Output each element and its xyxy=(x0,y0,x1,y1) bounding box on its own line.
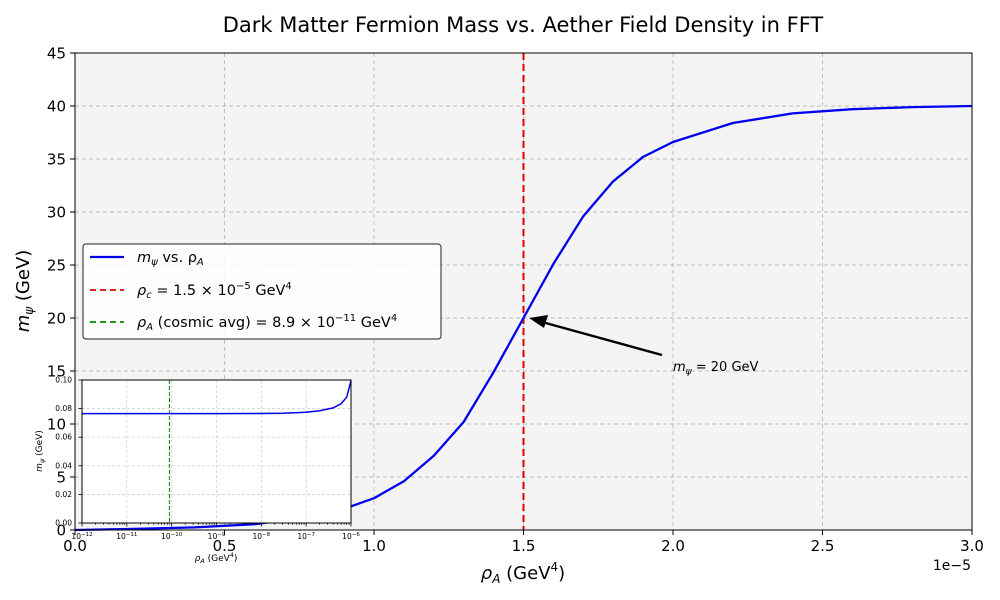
inset-y-tick-label: 0.00 xyxy=(55,519,72,528)
inset-series-group xyxy=(82,380,352,415)
legend-entry-critical-density: ρc = 1.5 × 10−5 GeV4 xyxy=(137,281,292,301)
main-y-tick-label: 15 xyxy=(47,363,66,381)
legend: mψ vs. ρA ρc = 1.5 × 10−5 GeV4 ρA (cosmi… xyxy=(82,243,442,340)
main-y-tick-label: 20 xyxy=(47,310,66,328)
main-y-tick-label: 5 xyxy=(56,469,66,487)
main-x-tick-label: 2.0 xyxy=(661,537,685,555)
main-y-tick-label: 30 xyxy=(47,204,66,222)
main-x-tick-label: 0.0 xyxy=(63,537,87,555)
main-x-ticks: 0.0 0.5 1.0 1.5 2.0 2.5 3.0 xyxy=(63,530,984,555)
inset-grid xyxy=(82,380,351,523)
main-x-tick-label: 2.5 xyxy=(811,537,835,555)
inset-x-tick-label: 10−12 xyxy=(71,532,92,541)
main-y-tick-label: 10 xyxy=(47,416,66,434)
inset-y-tick-label: 0.02 xyxy=(55,490,72,499)
chart-title: Dark Matter Fermion Mass vs. Aether Fiel… xyxy=(223,13,824,37)
main-y-tick-label: 0 xyxy=(56,522,66,540)
inset-x-tick-label: 10−8 xyxy=(253,532,271,541)
inset-y-tick-label: 0.06 xyxy=(55,433,72,442)
inset-x-tick-label: 10−7 xyxy=(297,532,315,541)
main-x-tick-label: 0.5 xyxy=(213,537,237,555)
inset-x-tick-label: 10−10 xyxy=(161,532,183,541)
inset-x-tick-label: 10−11 xyxy=(116,532,137,541)
legend-entry-main-series: mψ vs. ρA xyxy=(137,250,204,268)
annotation-label: mψ = 20 GeV xyxy=(673,360,759,377)
inset-chart: 10−12 10−11 10−10 10−9 10−8 10−7 10−6 0.00 0.02… xyxy=(35,376,360,566)
y-axis-label: mψ (GeV) xyxy=(13,250,36,333)
main-y-tick-label: 40 xyxy=(47,98,66,116)
inset-y-ticks: 0.00 0.02 0.04 0.06 0.08 0.10 xyxy=(55,376,82,528)
main-x-tick-label: 1.5 xyxy=(512,537,536,555)
main-y-tick-label: 25 xyxy=(47,257,66,275)
inset-x-tick-label: 10−9 xyxy=(208,532,226,541)
inset-y-tick-label: 0.04 xyxy=(55,461,72,470)
inset-x-axis-label: ρA (GeV4) xyxy=(195,551,238,565)
inset-y-tick-label: 0.10 xyxy=(55,376,72,385)
main-x-tick-label: 1.0 xyxy=(362,537,386,555)
legend-box xyxy=(82,243,442,340)
inset-y-axis-label: mψ (GeV) xyxy=(35,430,46,472)
inset-x-tick-label: 10−6 xyxy=(342,532,360,541)
legend-entry-cosmic-avg: ρA (cosmic avg) = 8.9 × 10−11 GeV4 xyxy=(137,313,397,333)
main-y-ticks: 0 5 10 15 20 25 30 35 40 45 xyxy=(47,45,75,540)
main-x-tick-label: 3.0 xyxy=(960,537,984,555)
main-y-tick-label: 45 xyxy=(47,45,66,63)
main-y-tick-label: 35 xyxy=(47,151,66,169)
inset-y-tick-label: 0.08 xyxy=(55,404,72,413)
x-axis-label: ρA (GeV4) xyxy=(481,560,565,586)
inset-x-ticks: 10−12 10−11 10−10 10−9 10−8 10−7 10−6 xyxy=(71,523,360,541)
x-offset-label: 1e−5 xyxy=(933,558,971,574)
annotation-arrow xyxy=(529,315,663,357)
inset-series-line xyxy=(82,380,352,415)
